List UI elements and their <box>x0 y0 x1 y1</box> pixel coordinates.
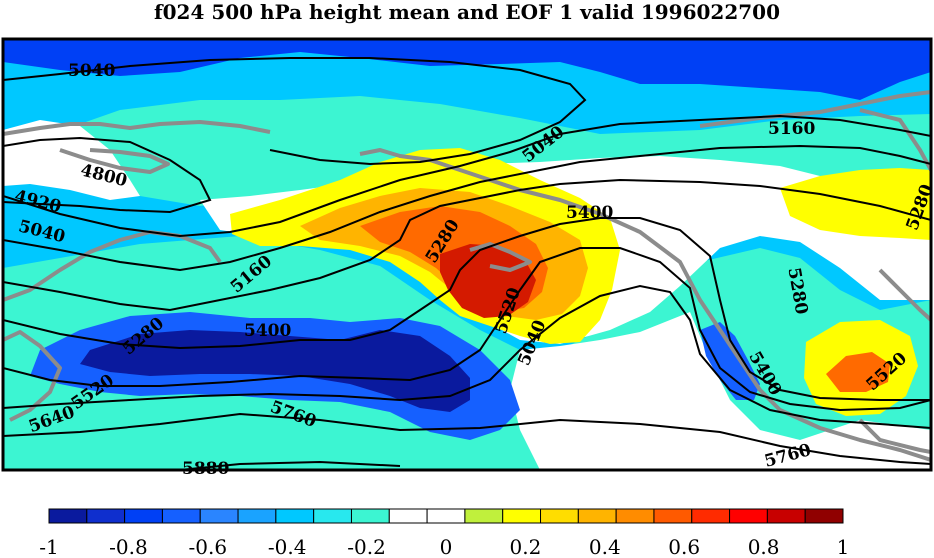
colorbar-swatch <box>615 508 655 524</box>
contour-line-5400 <box>3 217 931 401</box>
colorbar-tick-label: -0.4 <box>268 535 307 558</box>
colorbar-swatch <box>199 508 239 524</box>
contour-line-5880 <box>179 460 401 470</box>
region-negative-trough-core <box>80 330 470 412</box>
colorbar-tick-label: 1 <box>837 535 850 558</box>
colorbar-swatch <box>48 508 88 524</box>
colorbar-swatch <box>161 508 201 524</box>
contour-line-4920 <box>3 136 212 214</box>
region-neutral-southeast <box>510 312 931 470</box>
colorbar-swatch <box>804 508 844 524</box>
coast-canada-north <box>699 90 931 128</box>
coastlines <box>3 90 931 462</box>
contour-line-5280 <box>3 178 931 312</box>
colorbar-tick-label: 0.2 <box>509 535 541 558</box>
contour-line-5040 <box>3 114 931 238</box>
colorbar-tick-label: 0.4 <box>589 535 621 558</box>
region-positive-southeast-core <box>826 352 890 392</box>
colorbar-swatch <box>464 508 504 524</box>
colorbar: -1 -0.8 -0.6 -0.4 -0.2 0 0.2 0.4 0.6 0.8 1 <box>39 508 850 558</box>
contour-line-5760 <box>3 412 931 465</box>
coast-hudson <box>859 108 931 171</box>
contour-label: 5400 <box>566 203 613 223</box>
region-negative-east <box>700 322 760 400</box>
colorbar-swatch <box>350 508 390 524</box>
colorbar-swatch <box>388 508 428 524</box>
colorbar-swatch <box>237 508 277 524</box>
colorbar-swatch <box>729 508 768 524</box>
colorbar-swatch <box>577 508 617 524</box>
colorbar-swatch <box>540 508 579 524</box>
contour-line-5520 <box>3 247 931 412</box>
colorbar-tick-label: 0.6 <box>668 535 700 558</box>
colorbar-swatch <box>653 508 693 524</box>
contour-line-5640 <box>3 284 931 429</box>
contour-label: 5160 <box>768 119 815 139</box>
coast-asia-southeast <box>3 330 62 422</box>
colorbar-tick-label: -0.8 <box>109 535 148 558</box>
coast-aleutians <box>469 242 532 272</box>
coast-north-asia <box>3 120 271 136</box>
colorbar-tick-label: -0.6 <box>189 535 228 558</box>
colorbar-swatch <box>691 508 731 524</box>
coast-alaska <box>359 148 931 462</box>
coast-na-southeast <box>858 418 931 454</box>
coast-na-east <box>878 268 931 322</box>
coast-japan <box>3 230 222 302</box>
colorbar-swatch <box>766 508 806 524</box>
colorbar-tick-label: -1 <box>39 535 58 558</box>
colorbar-tick-label: 0.8 <box>748 535 780 558</box>
contour-label: 5400 <box>244 321 291 341</box>
contour-line-5160 <box>3 144 931 272</box>
eof-field <box>3 39 931 470</box>
contour-label: 5040 <box>68 61 115 81</box>
colorbar-tick-label: 0 <box>440 535 453 558</box>
colorbar-swatch <box>426 508 466 524</box>
height-contours <box>3 57 931 470</box>
region-positive-ridge-core <box>440 244 536 318</box>
contour-line-4800 <box>3 57 587 166</box>
colorbar-swatch <box>275 508 315 524</box>
region-positive-northeast <box>780 168 931 240</box>
colorbar-swatch <box>313 508 352 524</box>
map-title: f024 500 hPa height mean and EOF 1 valid… <box>154 0 780 24</box>
colorbar-swatch <box>502 508 542 524</box>
region-north-blue <box>3 39 931 100</box>
colorbar-swatch <box>86 508 126 524</box>
coast-kamchatka <box>59 148 170 174</box>
colorbar-tick-label: -0.2 <box>347 535 386 558</box>
colorbar-swatch <box>124 508 163 524</box>
plot-frame <box>1 37 933 472</box>
